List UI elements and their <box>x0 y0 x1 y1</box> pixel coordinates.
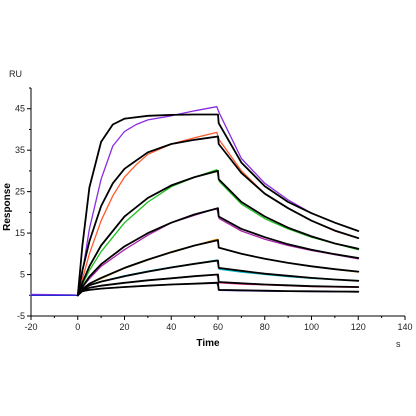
x-tick-label: 60 <box>213 322 223 332</box>
x-tick-label: 100 <box>304 322 319 332</box>
x-tick-label: 20 <box>119 322 129 332</box>
x-tick-label: 120 <box>351 322 366 332</box>
y-tick-label: 25 <box>15 187 25 197</box>
x-tick-label: 0 <box>75 322 80 332</box>
fit-curve <box>76 113 360 297</box>
y-unit-label: RU <box>9 69 22 79</box>
fit-curve <box>76 281 360 297</box>
fit-curve <box>76 259 360 297</box>
y-tick-label: 45 <box>15 104 25 114</box>
y-axis-title: Response <box>2 183 13 231</box>
x-axis-title: Time <box>196 338 220 349</box>
fit-curve <box>76 273 360 297</box>
y-tick-label: 15 <box>15 228 25 238</box>
fit-curve <box>76 239 360 297</box>
x-unit-label: s <box>396 339 401 349</box>
x-tick-label: 80 <box>260 322 270 332</box>
fit-curve <box>76 207 360 297</box>
x-tick-label: -20 <box>24 322 37 332</box>
y-tick-label: 35 <box>15 145 25 155</box>
x-tick-label: 40 <box>166 322 176 332</box>
fit-curve <box>76 135 360 297</box>
y-tick-label: -5 <box>17 311 25 321</box>
y-tick-label: 5 <box>20 270 25 280</box>
x-tick-label: 140 <box>397 322 412 332</box>
plot-area: -20 0 20 40 60 80 100 120 140 -5 5 15 25 35 45 <box>15 87 413 332</box>
fit-curve <box>76 170 360 297</box>
